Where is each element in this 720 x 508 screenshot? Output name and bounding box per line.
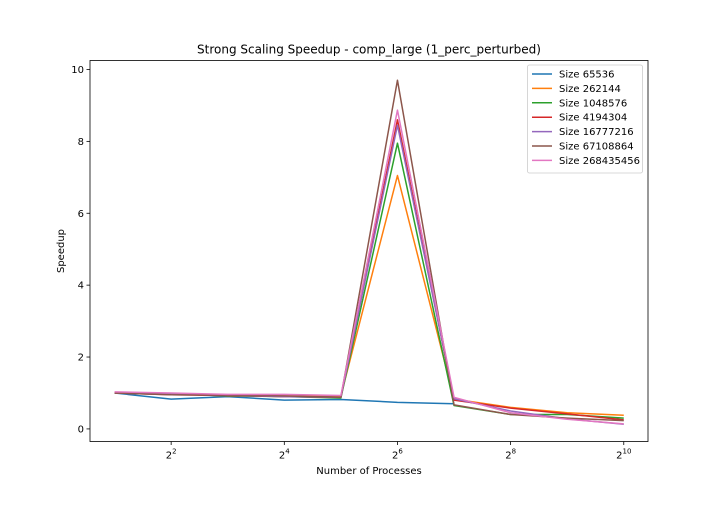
legend: Size 65536 Size 262144 Size 1048576 Size 41… [527, 64, 643, 174]
chart-title: Strong Scaling Speedup - comp_large (1_p… [197, 43, 541, 57]
x-tick-label: 26 [392, 448, 403, 462]
y-tick-label: 10 [71, 65, 84, 76]
y-tick-label: 0 [78, 424, 84, 435]
y-tick-label: 4 [78, 281, 84, 292]
x-tick-label: 210 [616, 448, 631, 462]
series-lines [114, 79, 624, 425]
x-axis-label: Number of Processes [316, 466, 421, 477]
y-axis-label: Speedup [56, 229, 67, 273]
y-tick-label: 8 [78, 137, 84, 148]
legend-label: Size 1048576 [559, 98, 627, 109]
x-tick-label: 24 [279, 448, 290, 462]
y-ticks: 0 2 4 6 8 10 [71, 65, 90, 435]
series-line-7 [114, 109, 624, 425]
legend-label: Size 67108864 [559, 142, 634, 153]
legend-label: Size 268435456 [559, 156, 640, 167]
y-tick-label: 2 [78, 353, 84, 364]
legend-label: Size 65536 [559, 70, 615, 81]
x-tick-label: 28 [505, 448, 516, 462]
legend-box [527, 64, 643, 174]
legend-label: Size 4194304 [559, 113, 627, 124]
legend-label: Size 16777216 [559, 127, 634, 138]
plot-frame [89, 60, 649, 442]
x-tick-label: 22 [166, 448, 177, 462]
legend-label: Size 262144 [559, 84, 621, 95]
series-line-1 [114, 392, 455, 405]
x-ticks: 22 24 26 28 210 [166, 441, 631, 462]
y-tick-label: 6 [78, 209, 84, 220]
